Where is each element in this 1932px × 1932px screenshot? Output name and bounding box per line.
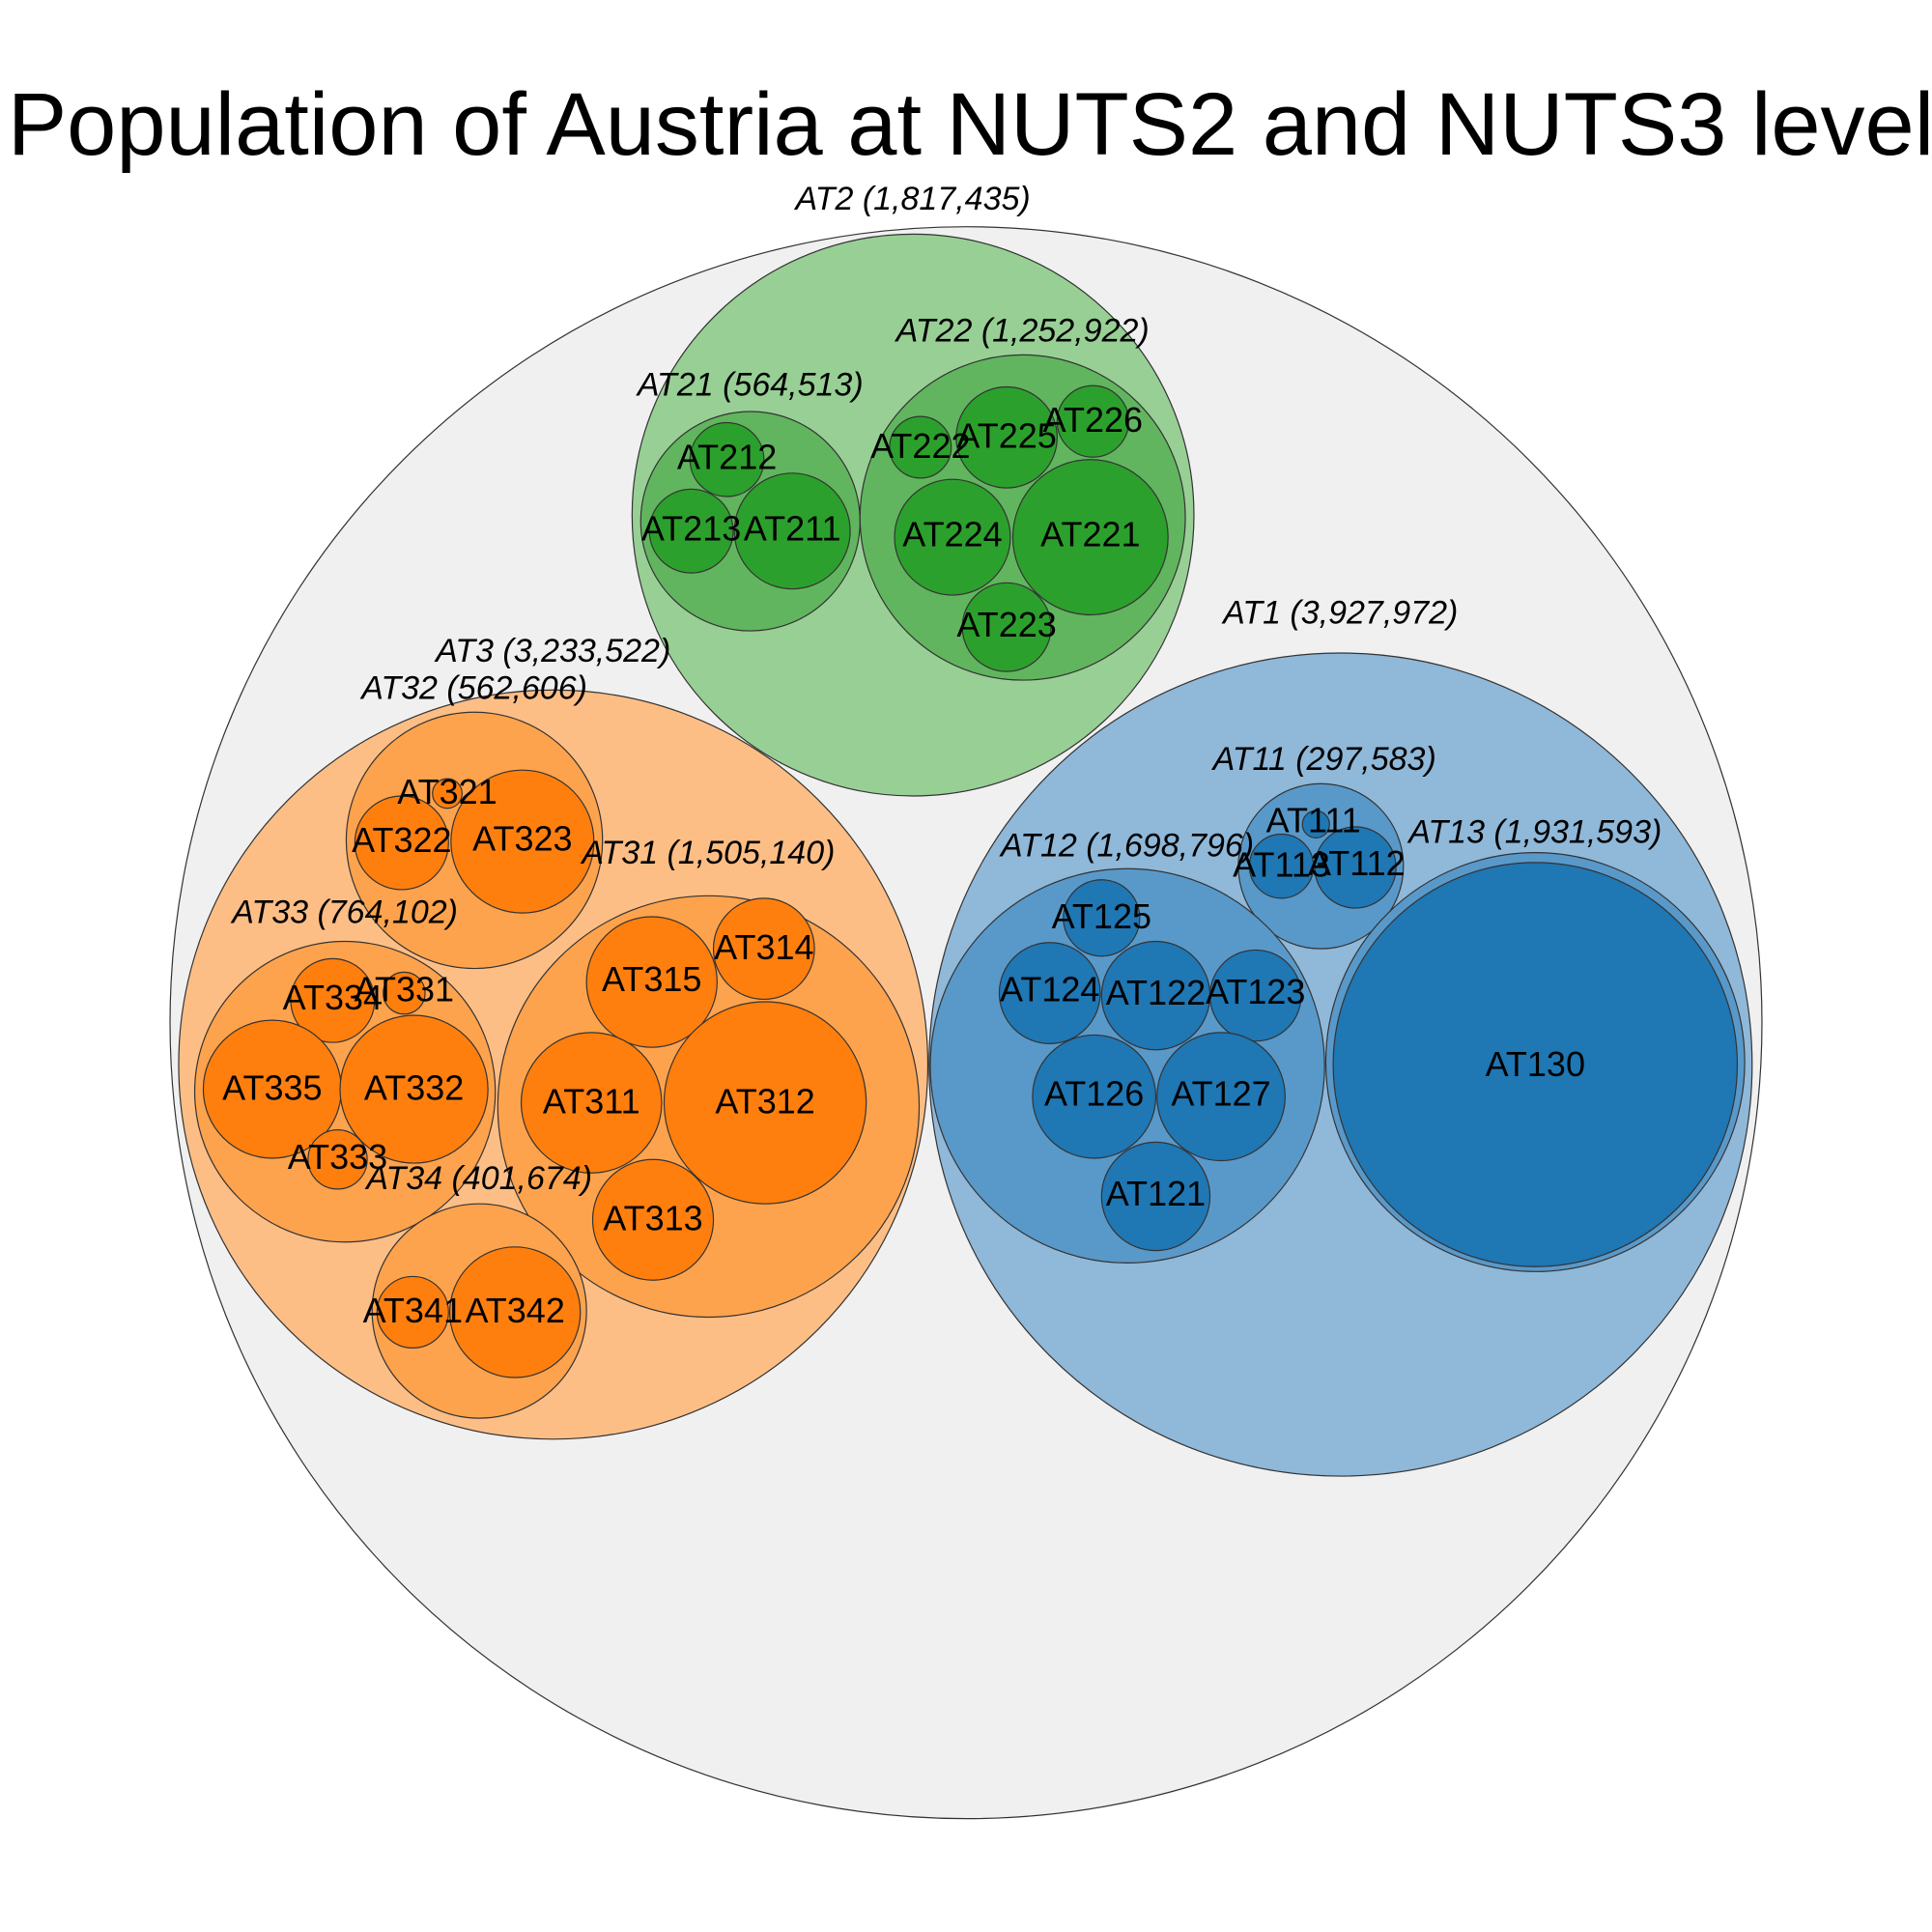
nuts3-label-at213: AT213 <box>641 508 741 548</box>
nuts3-label-at341: AT341 <box>363 1291 463 1330</box>
nuts3-label-at222: AT222 <box>870 426 970 466</box>
nuts3-circle-at315 <box>585 916 718 1048</box>
nuts3-circle-at321 <box>432 778 463 810</box>
nuts3-label-at342: AT342 <box>465 1291 564 1330</box>
nuts3-circle-at311 <box>520 1032 663 1174</box>
nuts2-label-at32: AT32 (562,606) <box>359 669 587 706</box>
nuts3-circle-at125 <box>1063 879 1141 957</box>
nuts3-circle-at322 <box>354 795 449 891</box>
nuts3-label-at312: AT312 <box>715 1081 814 1121</box>
nuts3-circle-at211 <box>733 472 851 590</box>
nuts3-circle-at323 <box>450 769 595 914</box>
nuts1-label-at1: AT1 (3,927,972) <box>1221 594 1458 631</box>
nuts2-label-at21: AT21 (564,513) <box>636 366 864 403</box>
nuts2-label-at34: AT34 (401,674) <box>364 1160 592 1197</box>
nuts3-label-at111: AT111 <box>1266 801 1361 840</box>
nuts3-circle-at331 <box>383 971 426 1015</box>
nuts2-label-at12: AT12 (1,698,796) <box>999 828 1254 865</box>
nuts3-circle-at223 <box>961 582 1052 672</box>
nuts3-label-at113: AT113 <box>1233 844 1330 884</box>
nuts3-label-at333: AT333 <box>288 1137 387 1177</box>
nuts3-label-at125: AT125 <box>1052 896 1151 936</box>
nuts3-label-at321: AT321 <box>397 772 497 811</box>
nuts3-circle-at334 <box>290 957 376 1043</box>
nuts2-label-at33: AT33 (764,102) <box>230 894 458 930</box>
nuts3-label-at212: AT212 <box>677 437 777 476</box>
nuts3-circle-at124 <box>998 942 1101 1044</box>
nuts3-circle-at126 <box>1032 1034 1157 1159</box>
nuts3-circle-at111 <box>1301 810 1330 838</box>
nuts3-label-at225: AT225 <box>956 416 1056 456</box>
nuts3-circle-at213 <box>648 488 734 574</box>
nuts3-circle-at212 <box>689 421 765 497</box>
nuts3-circle-at313 <box>591 1158 715 1281</box>
nuts3-label-at127: AT127 <box>1171 1074 1270 1114</box>
nuts3-label-at322: AT322 <box>352 820 451 860</box>
nuts3-label-at122: AT122 <box>1106 973 1206 1012</box>
nuts2-label-at11: AT11 (297,583) <box>1211 741 1436 778</box>
nuts3-label-at223: AT223 <box>956 605 1056 644</box>
nuts3-label-at121: AT121 <box>1106 1174 1206 1213</box>
nuts3-circle-at332 <box>339 1014 489 1164</box>
nuts3-label-at335: AT335 <box>222 1067 322 1107</box>
nuts3-circle-at130 <box>1332 862 1739 1267</box>
nuts2-label-at31: AT31 (1,505,140) <box>580 835 835 871</box>
nuts3-label-at226: AT226 <box>1043 400 1143 440</box>
nuts3-label-at124: AT124 <box>1000 969 1099 1009</box>
nuts3-circle-at225 <box>955 385 1058 489</box>
circle-layer <box>169 226 1763 1820</box>
nuts3-circle-at123 <box>1208 949 1302 1042</box>
nuts3-label-at221: AT221 <box>1040 515 1140 554</box>
nuts3-label-at315: AT315 <box>602 959 701 999</box>
nuts3-label-at323: AT323 <box>472 819 572 859</box>
nuts3-label-at130: AT130 <box>1486 1044 1585 1084</box>
nuts3-label-at211: AT211 <box>744 508 841 548</box>
nuts3-label-at334: AT334 <box>283 978 383 1017</box>
nuts3-circle-at224 <box>894 478 1011 596</box>
nuts3-circle-at312 <box>663 1001 867 1205</box>
nuts3-label-at314: AT314 <box>714 927 813 967</box>
nuts3-label-at112: AT112 <box>1308 843 1406 883</box>
nuts3-circle-at221 <box>1011 459 1169 616</box>
nuts3-label-at313: AT313 <box>603 1199 702 1238</box>
nuts2-label-at22: AT22 (1,252,922) <box>895 312 1150 349</box>
chart-title: Population of Austria at NUTS2 and NUTS3… <box>8 75 1932 174</box>
nuts3-circle-at226 <box>1056 384 1129 458</box>
nuts1-label-at2: AT2 (1,817,435) <box>794 181 1031 217</box>
nuts3-circle-at314 <box>712 897 815 1001</box>
nuts3-label-at311: AT311 <box>543 1081 640 1121</box>
nuts3-circle-at222 <box>889 415 952 479</box>
nuts1-label-at3: AT3 (3,233,522) <box>434 633 670 669</box>
nuts3-circle-at127 <box>1156 1032 1286 1162</box>
nuts3-circle-at333 <box>307 1129 368 1190</box>
nuts3-circle-at112 <box>1314 826 1397 909</box>
nuts3-label-at332: AT332 <box>364 1067 464 1107</box>
nuts3-circle-at341 <box>376 1275 449 1350</box>
nuts3-label-at126: AT126 <box>1044 1074 1144 1114</box>
nuts3-label-at123: AT123 <box>1206 972 1305 1011</box>
nuts3-circle-at342 <box>448 1246 582 1378</box>
nuts2-label-at13: AT13 (1,931,593) <box>1406 814 1662 851</box>
nuts3-circle-at113 <box>1248 833 1315 899</box>
nuts3-label-at331: AT331 <box>355 969 454 1009</box>
nuts3-circle-at121 <box>1100 1141 1211 1252</box>
nuts3-label-at224: AT224 <box>902 515 1002 554</box>
